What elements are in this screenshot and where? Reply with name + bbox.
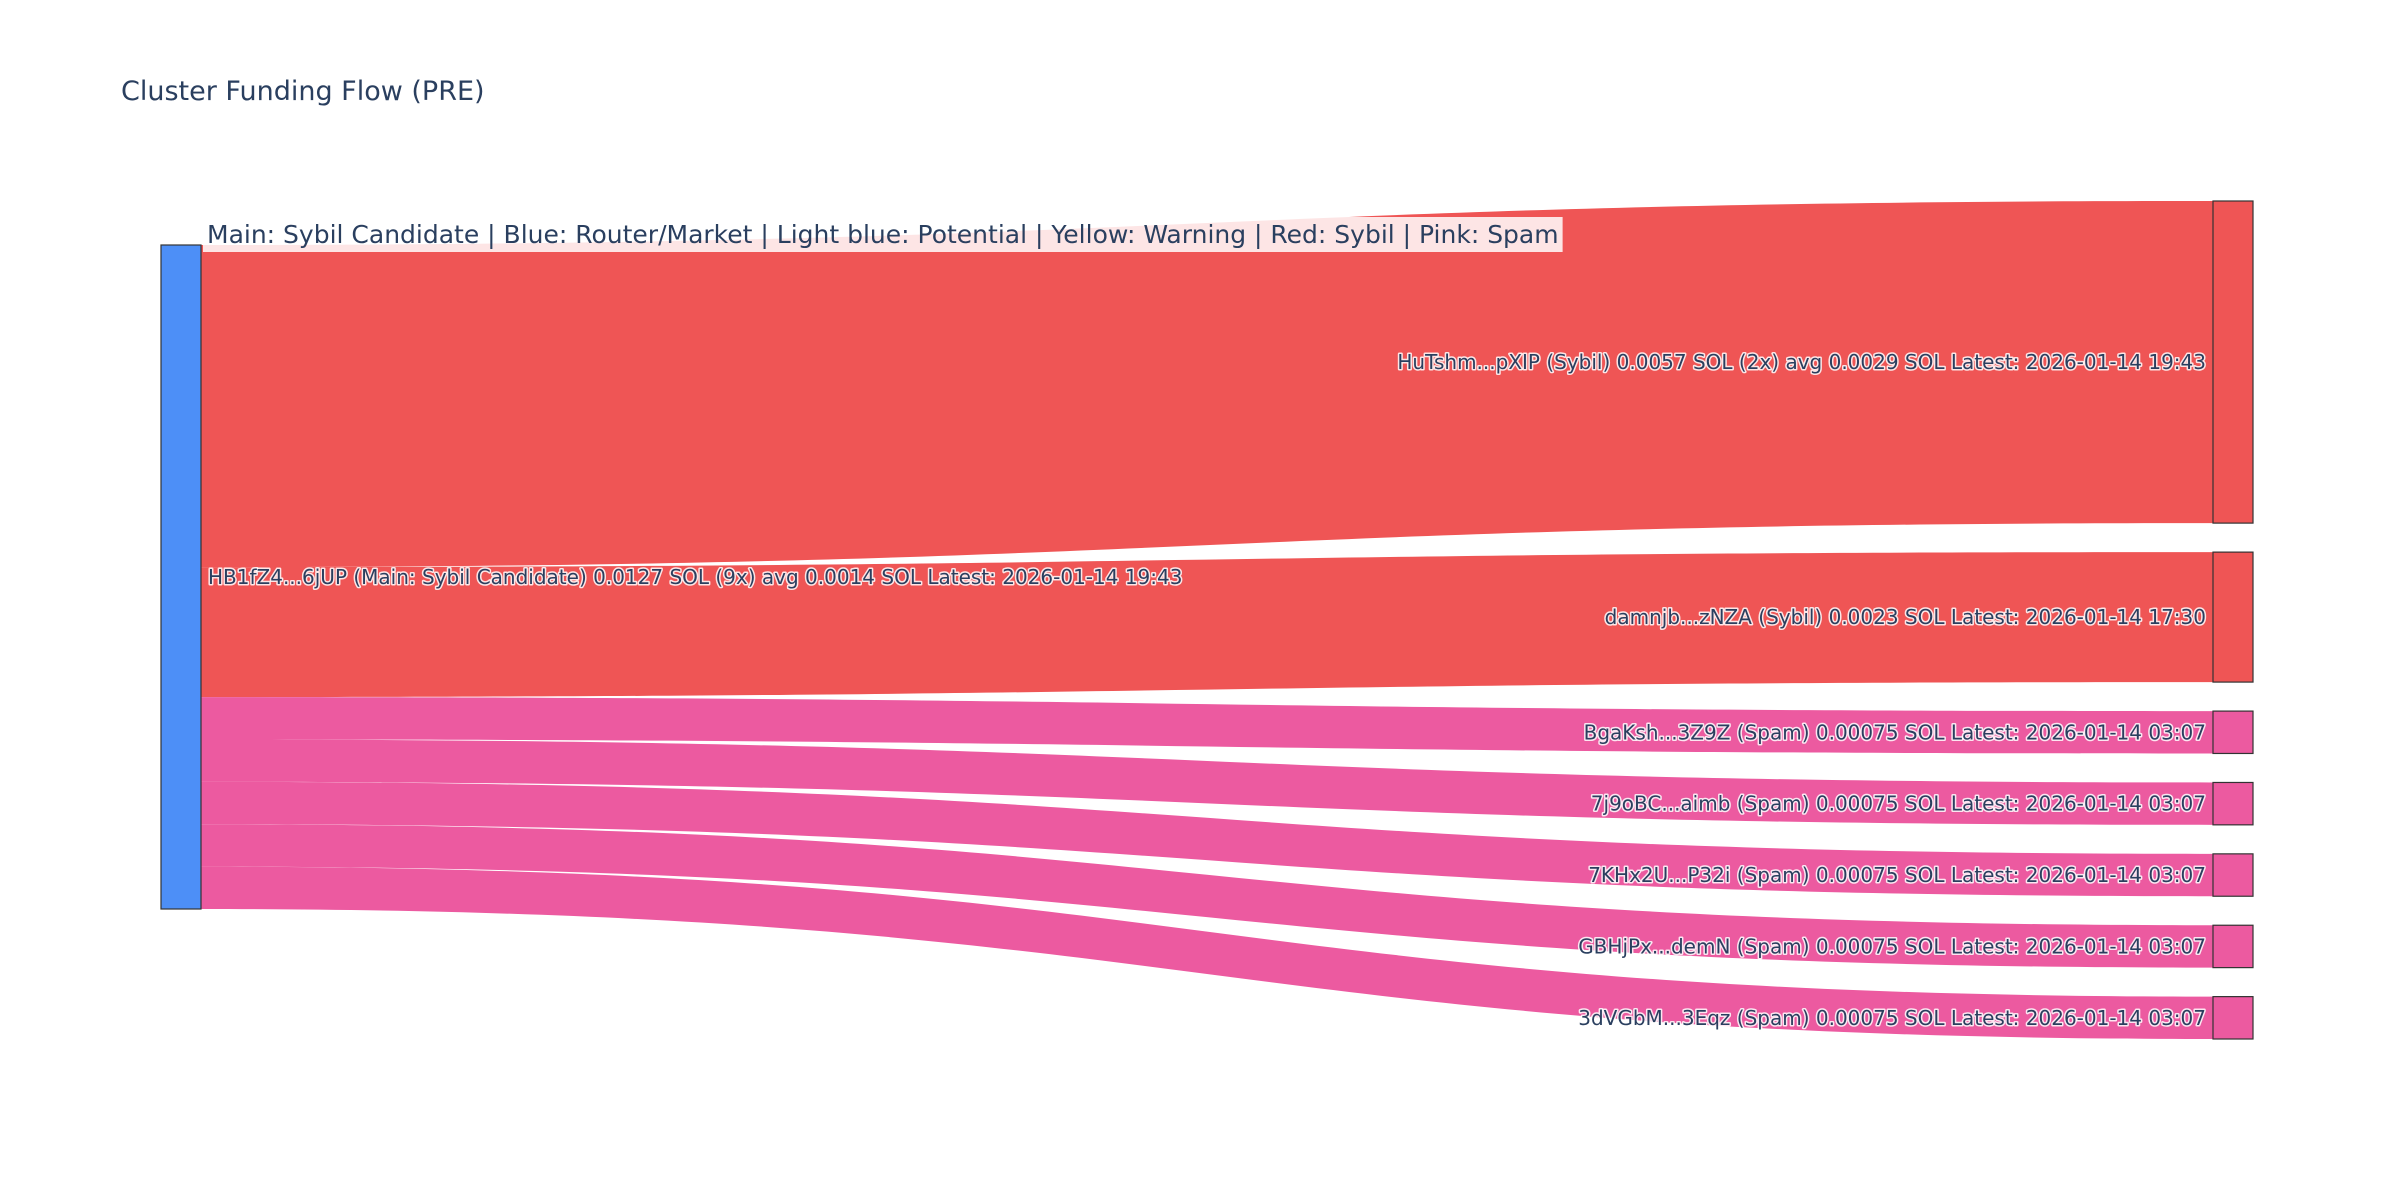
sankey-node-spam [2212, 924, 2254, 969]
sankey-node-source [160, 244, 202, 910]
sankey-links [201, 201, 2213, 1039]
sankey-node-label-spam: 3dVGbM...3Eqz (Spam) 0.00075 SOL Latest:… [1578, 1006, 2206, 1030]
sankey-link-spam [201, 697, 2213, 754]
sankey-node-spam [2212, 853, 2254, 897]
sankey-node-label-spam: GBHjPx...demN (Spam) 0.00075 SOL Latest:… [1578, 934, 2206, 958]
sankey-link-sybil [201, 201, 2213, 568]
legend-annotation: Main: Sybil Candidate | Blue: Router/Mar… [203, 217, 1563, 252]
sankey-link-spam [201, 739, 2213, 825]
sankey-node-label-spam: BgaKsh...3Z9Z (Spam) 0.00075 SOL Latest:… [1584, 720, 2206, 744]
sankey-node-spam [2212, 996, 2254, 1040]
sankey-node-label-source: HB1fZ4...6jUP (Main: Sybil Candidate) 0.… [208, 565, 1182, 589]
sankey-link-spam [201, 824, 2213, 968]
chart-title: Cluster Funding Flow (PRE) [121, 76, 485, 107]
sankey-node-spam [2212, 781, 2254, 826]
sankey-node-sybil [2212, 200, 2254, 524]
sankey-nodes [160, 200, 2254, 1040]
sankey-node-label-spam: 7j9oBC...aimb (Spam) 0.00075 SOL Latest:… [1591, 792, 2206, 816]
sankey-node-labels: HB1fZ4...6jUP (Main: Sybil Candidate) 0.… [207, 349, 2208, 1032]
sankey-node-spam [2212, 710, 2254, 755]
sankey-link-spam [201, 866, 2213, 1039]
legend-annotation-background [203, 217, 1563, 252]
sankey-link-sybil [201, 552, 2213, 698]
legend-annotation-text: Main: Sybil Candidate | Blue: Router/Mar… [207, 220, 1559, 249]
sankey-node-label-spam: 7KHx2U...P32i (Spam) 0.00075 SOL Latest:… [1588, 863, 2206, 887]
sankey-node-label-sybil: HuTshm...pXIP (Sybil) 0.0057 SOL (2x) av… [1397, 350, 2206, 374]
sankey-link-spam [201, 781, 2213, 897]
sankey-node-label-sybil: damnjb...zNZA (Sybil) 0.0023 SOL Latest:… [1605, 605, 2206, 629]
sankey-node-sybil [2212, 551, 2254, 683]
